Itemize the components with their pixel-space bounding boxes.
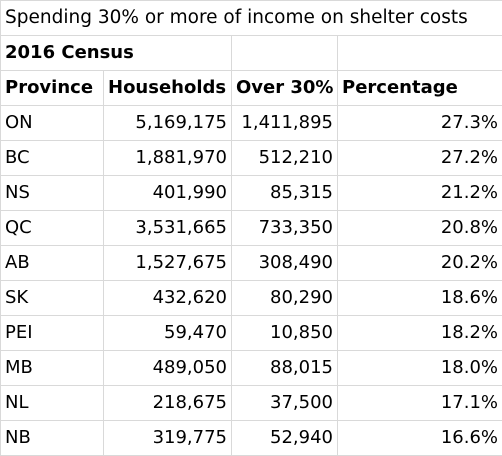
- province-cell[interactable]: NB: [0, 420, 104, 456]
- table-row: PEI 59,470 10,850 18.2%: [0, 315, 502, 351]
- percentage-cell[interactable]: 20.8%: [337, 210, 502, 246]
- table-row: MB 489,050 88,015 18.0%: [0, 350, 502, 386]
- province-cell[interactable]: ON: [0, 105, 104, 141]
- over-30-cell[interactable]: 88,015: [231, 350, 338, 386]
- province-cell[interactable]: NL: [0, 385, 104, 421]
- over-30-cell[interactable]: 37,500: [231, 385, 338, 421]
- percentage-cell[interactable]: 27.2%: [337, 140, 502, 176]
- province-cell[interactable]: AB: [0, 245, 104, 281]
- table-row: NS 401,990 85,315 21.2%: [0, 175, 502, 211]
- column-header-percentage[interactable]: Percentage: [337, 70, 502, 106]
- column-header-over-30[interactable]: Over 30%: [231, 70, 338, 106]
- households-cell[interactable]: 319,775: [103, 420, 232, 456]
- households-cell[interactable]: 489,050: [103, 350, 232, 386]
- households-cell[interactable]: 401,990: [103, 175, 232, 211]
- over-30-cell[interactable]: 80,290: [231, 280, 338, 316]
- households-cell[interactable]: 5,169,175: [103, 105, 232, 141]
- table-row: SK 432,620 80,290 18.6%: [0, 280, 502, 316]
- table-row: ON 5,169,175 1,411,895 27.3%: [0, 105, 502, 141]
- percentage-cell[interactable]: 20.2%: [337, 245, 502, 281]
- province-cell[interactable]: QC: [0, 210, 104, 246]
- over-30-cell[interactable]: 308,490: [231, 245, 338, 281]
- percentage-cell[interactable]: 18.6%: [337, 280, 502, 316]
- percentage-cell[interactable]: 18.0%: [337, 350, 502, 386]
- table-row: QC 3,531,665 733,350 20.8%: [0, 210, 502, 246]
- over-30-cell[interactable]: 52,940: [231, 420, 338, 456]
- table-row: NL 218,675 37,500 17.1%: [0, 385, 502, 421]
- percentage-cell[interactable]: 17.1%: [337, 385, 502, 421]
- households-cell[interactable]: 218,675: [103, 385, 232, 421]
- table-row: AB 1,527,675 308,490 20.2%: [0, 245, 502, 281]
- empty-cell[interactable]: [231, 35, 338, 71]
- percentage-cell[interactable]: 16.6%: [337, 420, 502, 456]
- households-cell[interactable]: 3,531,665: [103, 210, 232, 246]
- column-header-households[interactable]: Households: [103, 70, 232, 106]
- empty-cell[interactable]: [337, 35, 502, 71]
- households-cell[interactable]: 1,881,970: [103, 140, 232, 176]
- title-row: Spending 30% or more of income on shelte…: [0, 0, 502, 36]
- over-30-cell[interactable]: 10,850: [231, 315, 338, 351]
- province-cell[interactable]: MB: [0, 350, 104, 386]
- table-row: NB 319,775 52,940 16.6%: [0, 420, 502, 456]
- households-cell[interactable]: 1,527,675: [103, 245, 232, 281]
- subtitle-row: 2016 Census: [0, 35, 502, 71]
- province-cell[interactable]: SK: [0, 280, 104, 316]
- over-30-cell[interactable]: 733,350: [231, 210, 338, 246]
- over-30-cell[interactable]: 512,210: [231, 140, 338, 176]
- percentage-cell[interactable]: 27.3%: [337, 105, 502, 141]
- table-row: BC 1,881,970 512,210 27.2%: [0, 140, 502, 176]
- percentage-cell[interactable]: 18.2%: [337, 315, 502, 351]
- over-30-cell[interactable]: 1,411,895: [231, 105, 338, 141]
- province-cell[interactable]: BC: [0, 140, 104, 176]
- households-cell[interactable]: 432,620: [103, 280, 232, 316]
- households-cell[interactable]: 59,470: [103, 315, 232, 351]
- column-header-province[interactable]: Province: [0, 70, 104, 106]
- over-30-cell[interactable]: 85,315: [231, 175, 338, 211]
- province-cell[interactable]: PEI: [0, 315, 104, 351]
- table-subtitle[interactable]: 2016 Census: [0, 35, 232, 71]
- header-row: Province Households Over 30% Percentage: [0, 70, 502, 106]
- table-title[interactable]: Spending 30% or more of income on shelte…: [0, 0, 502, 36]
- province-cell[interactable]: NS: [0, 175, 104, 211]
- percentage-cell[interactable]: 21.2%: [337, 175, 502, 211]
